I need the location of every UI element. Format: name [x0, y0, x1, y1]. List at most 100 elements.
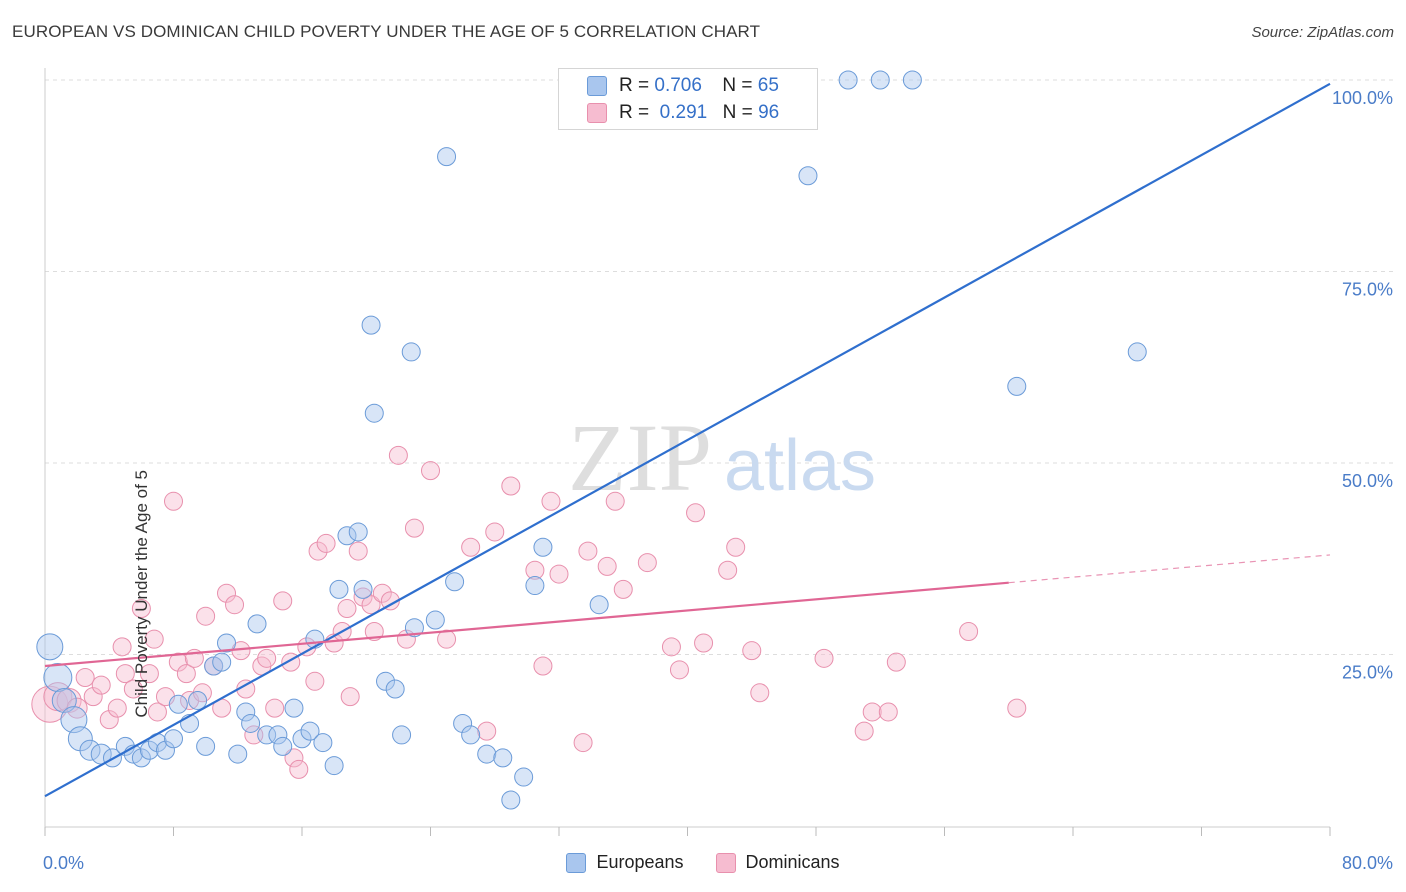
- dominicans-point: [726, 537, 746, 557]
- dominicans-point: [485, 522, 505, 542]
- europeans-point: [425, 610, 445, 630]
- y-tick-label: 100.0%: [1332, 88, 1393, 108]
- dominicans-point: [123, 679, 143, 699]
- axes: [44, 68, 1331, 836]
- europeans-point: [514, 767, 534, 787]
- dominicans-point: [661, 637, 681, 657]
- europeans-point: [353, 579, 373, 599]
- europeans-swatch: [587, 76, 607, 96]
- source-label: Source: ZipAtlas.com: [1251, 24, 1394, 41]
- europeans-point: [902, 70, 922, 90]
- y-tick-label: 25.0%: [1342, 663, 1393, 683]
- europeans-point: [461, 725, 481, 745]
- dominicans-point: [388, 445, 408, 465]
- n-value: 96: [758, 102, 780, 123]
- dominicans-point: [147, 702, 167, 722]
- dominicans-point: [364, 622, 384, 642]
- dominicans-point: [578, 541, 598, 561]
- dominicans-point: [814, 648, 834, 668]
- y-axis-label: Child Poverty Under the Age of 5: [131, 470, 151, 718]
- x-tick-label-min: 0.0%: [43, 853, 84, 873]
- europeans-legend-label: Europeans: [596, 852, 684, 872]
- tick-labels: 0.0% 80.0% 25.0% 50.0% 75.0% 100.0%: [43, 88, 1393, 873]
- dominicans-point: [131, 599, 151, 619]
- dominicans-point: [461, 537, 481, 557]
- n-label: N =: [722, 75, 753, 96]
- europeans-points: [36, 70, 1147, 810]
- dominicans-trend-line: [44, 581, 1009, 668]
- dominicans-point: [404, 518, 424, 538]
- dominicans-point: [284, 748, 304, 768]
- dominicans-point: [372, 583, 392, 603]
- series-legend: Europeans Dominicans: [0, 852, 1406, 873]
- dominicans-trend-line-extension: [1008, 554, 1331, 584]
- dominicans-point: [686, 503, 706, 523]
- dominicans-point: [742, 641, 762, 661]
- dominicans-point: [541, 491, 561, 511]
- europeans-point: [139, 740, 159, 760]
- europeans-point: [36, 633, 64, 661]
- europeans-legend-swatch: [566, 852, 587, 873]
- dominicans-point: [107, 698, 127, 718]
- europeans-point: [236, 702, 256, 722]
- dominicans-legend-swatch: [715, 852, 736, 873]
- legend-row-europeans: R = 0.706 N = 65: [587, 74, 779, 98]
- europeans-point: [43, 662, 73, 692]
- europeans-point: [155, 740, 175, 760]
- n-label: N =: [722, 102, 753, 123]
- x-tick-label-max: 80.0%: [1342, 853, 1393, 873]
- dominicans-swatch: [587, 103, 607, 123]
- dominicans-point: [273, 591, 293, 611]
- europeans-point: [361, 315, 381, 335]
- europeans-point: [228, 744, 248, 764]
- dominicans-point: [176, 664, 196, 684]
- dominicans-point: [99, 710, 119, 730]
- dominicans-point: [533, 656, 553, 676]
- dominicans-point: [353, 587, 373, 607]
- europeans-point: [257, 725, 277, 745]
- europeans-point: [1007, 376, 1027, 396]
- europeans-point: [337, 526, 357, 546]
- y-axis-label-wrap: Child Poverty Under the Age of 5: [132, 346, 162, 718]
- europeans-point: [273, 736, 293, 756]
- dominicans-point: [669, 660, 689, 680]
- dominicans-point: [421, 461, 440, 481]
- y-tick-label: 50.0%: [1342, 471, 1393, 491]
- europeans-point: [284, 698, 304, 718]
- europeans-point: [329, 579, 349, 599]
- europeans-point: [364, 403, 384, 423]
- dominicans-point: [257, 648, 277, 668]
- europeans-point: [324, 756, 344, 776]
- dominicans-point: [1007, 698, 1027, 718]
- legend-item-dominicans[interactable]: Dominicans: [715, 852, 840, 873]
- europeans-point: [188, 690, 208, 710]
- dominicans-point: [196, 606, 216, 626]
- dominicans-point: [83, 687, 103, 707]
- europeans-point: [493, 748, 513, 768]
- europeans-point: [247, 614, 267, 634]
- europeans-point: [268, 725, 288, 745]
- legend-item-europeans[interactable]: Europeans: [566, 852, 684, 873]
- chart-title: EUROPEAN VS DOMINICAN CHILD POVERTY UNDE…: [12, 22, 761, 41]
- dominicans-points: [31, 445, 1027, 779]
- europeans-point: [838, 70, 858, 90]
- dominicans-point: [305, 671, 325, 691]
- europeans-point: [241, 713, 261, 733]
- europeans-point: [477, 744, 497, 764]
- dominicans-point: [337, 599, 357, 619]
- europeans-point: [164, 729, 183, 749]
- europeans-point: [589, 595, 609, 615]
- r-value: 0.706: [654, 75, 702, 96]
- europeans-point: [870, 70, 890, 90]
- europeans-trend-line: [44, 82, 1331, 798]
- europeans-point: [453, 713, 473, 733]
- stats-legend: R = 0.706 N = 65 R = 0.291 N = 96: [558, 68, 818, 130]
- dominicans-legend-label: Dominicans: [745, 852, 840, 872]
- r-label: R =: [619, 75, 650, 96]
- europeans-point: [348, 522, 368, 542]
- europeans-point: [798, 166, 818, 186]
- watermark: ZIP atlas: [568, 404, 876, 511]
- dominicans-point: [265, 698, 285, 718]
- dominicans-point: [750, 683, 770, 703]
- r-value: 0.291: [659, 102, 708, 123]
